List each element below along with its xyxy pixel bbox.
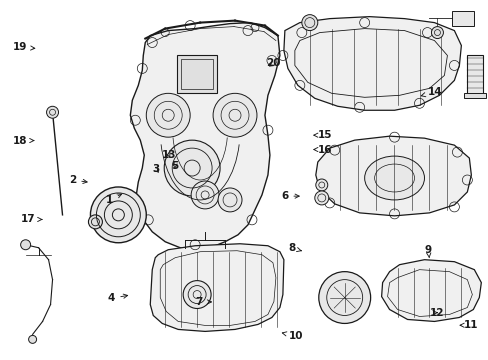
Text: 11: 11 xyxy=(459,320,477,330)
Text: 14: 14 xyxy=(420,87,441,97)
Bar xyxy=(451,11,473,26)
Circle shape xyxy=(191,181,219,209)
Circle shape xyxy=(46,106,59,118)
Circle shape xyxy=(314,191,328,205)
Circle shape xyxy=(29,336,37,343)
Text: 20: 20 xyxy=(266,58,281,68)
Text: 13: 13 xyxy=(161,150,176,160)
Polygon shape xyxy=(150,244,284,332)
Text: 17: 17 xyxy=(21,215,42,224)
Polygon shape xyxy=(315,136,470,216)
Bar xyxy=(464,93,486,98)
Bar xyxy=(467,55,482,95)
Text: 15: 15 xyxy=(313,130,331,140)
Circle shape xyxy=(430,27,443,39)
Text: 5: 5 xyxy=(171,161,178,171)
Text: 10: 10 xyxy=(282,331,302,341)
Text: 19: 19 xyxy=(13,42,35,52)
Ellipse shape xyxy=(364,156,424,200)
Circle shape xyxy=(20,240,31,250)
Text: 18: 18 xyxy=(13,136,34,145)
Circle shape xyxy=(315,179,327,191)
Text: 2: 2 xyxy=(69,175,87,185)
Circle shape xyxy=(218,188,242,212)
Circle shape xyxy=(146,93,190,137)
Circle shape xyxy=(318,272,370,323)
Text: 6: 6 xyxy=(281,191,299,201)
Bar xyxy=(177,55,217,93)
Circle shape xyxy=(183,280,211,309)
Text: 9: 9 xyxy=(424,245,431,258)
Circle shape xyxy=(90,187,146,243)
Circle shape xyxy=(88,215,102,229)
Text: 12: 12 xyxy=(429,308,444,318)
Circle shape xyxy=(213,93,256,137)
Text: 4: 4 xyxy=(108,293,127,303)
Text: 16: 16 xyxy=(313,144,331,154)
Text: 8: 8 xyxy=(288,243,301,253)
Polygon shape xyxy=(381,260,480,321)
Text: 1: 1 xyxy=(105,194,122,205)
Text: 7: 7 xyxy=(195,297,211,307)
Bar xyxy=(181,59,213,89)
Circle shape xyxy=(164,140,220,196)
Polygon shape xyxy=(284,17,461,110)
Circle shape xyxy=(301,15,317,31)
Text: 3: 3 xyxy=(152,164,159,174)
Polygon shape xyxy=(130,23,279,250)
